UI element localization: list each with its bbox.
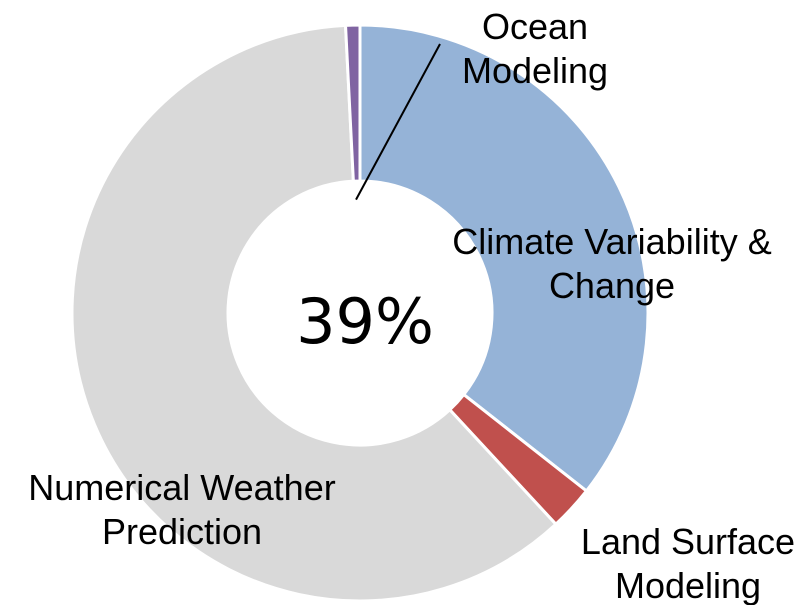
slice-label-line: Ocean (482, 6, 588, 47)
slice-label-line: Modeling (615, 565, 761, 605)
slice-ocean-modeling (343, 23, 362, 183)
center-percentage-label: 39% (296, 285, 434, 358)
slice-label-line: Numerical Weather (28, 467, 335, 508)
slice-label-climate-variability-change: Climate Variability & Change (452, 221, 771, 306)
slice-climate-variability-change (358, 23, 650, 494)
slice-label-land-surface-modeling: Land Surface Modeling (581, 521, 795, 605)
slices-group (70, 23, 650, 603)
slice-label-line: Prediction (102, 511, 262, 552)
slice-label-ocean-modeling: Ocean Modeling (462, 6, 608, 91)
slice-label-line: Change (549, 265, 675, 306)
ocean-modeling-leader-line (355, 43, 441, 201)
slice-label-line: Land Surface (581, 521, 795, 562)
slice-label-numerical-weather-prediction: Numerical Weather Prediction (28, 467, 335, 552)
slice-label-line: Modeling (462, 50, 608, 91)
slice-numerical-weather-prediction (70, 23, 558, 603)
slice-label-line: Climate Variability & (452, 221, 771, 262)
